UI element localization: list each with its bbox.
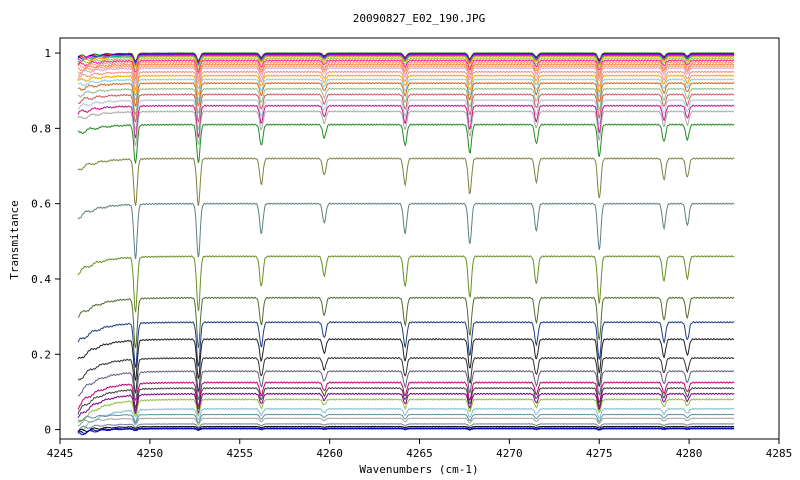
x-tick-label: 4260 [316,447,343,460]
x-tick-label: 4250 [137,447,164,460]
series-line [77,392,735,418]
series-line [77,110,735,147]
series-line [77,74,735,97]
x-axis-title: Wavenumbers (cm-1) [359,463,478,476]
series-line [77,407,735,434]
series-line [77,70,735,92]
x-tick-label: 4285 [766,447,793,460]
series-line [77,255,735,313]
series-line [77,61,735,77]
series-line [77,398,735,424]
series-line [78,356,735,395]
series-line [77,425,735,433]
series-layer [77,52,735,436]
y-tick-label: 0.8 [31,122,51,135]
series-line [77,104,735,139]
series-line [77,87,735,117]
series-line [77,423,735,432]
x-tick-label: 4265 [406,447,433,460]
series-line [77,338,735,381]
series-line [77,428,735,436]
series-line [77,413,735,424]
series-line [77,81,735,108]
y-axis-title: Transmitance [8,200,21,279]
x-tick-label: 4270 [496,447,523,460]
x-tick-label: 4275 [586,447,613,460]
series-line [77,66,735,85]
series-line [78,98,735,131]
y-tick-label: 0 [44,424,51,437]
series-line [77,56,735,68]
series-line [78,63,735,80]
plot-frame [59,37,780,440]
series-line [77,321,735,368]
x-tick-label: 4280 [676,447,703,460]
series-line [77,123,735,165]
series-line [77,202,735,259]
series-line [77,54,735,66]
axis-layer: 4245 4250 4255 4260 4265 4270 4275 4280 4285 0 0.2… [31,47,792,460]
y-tick-label: 1 [44,47,51,60]
series-line [77,381,735,410]
series-line [77,157,735,206]
y-tick-label: 0.6 [31,198,51,211]
y-tick-label: 0.2 [31,348,51,361]
series-line [77,59,735,74]
series-line [77,417,735,427]
series-line [77,296,735,349]
x-tick-label: 4255 [227,447,254,460]
series-line [77,57,735,71]
y-tick-label: 0.4 [31,273,51,286]
chart-title: 20090827_E02_190.JPG [353,12,485,25]
x-tick-label: 4245 [47,447,74,460]
series-line [77,386,735,415]
series-line [77,78,735,102]
series-line [77,370,735,402]
series-line [77,93,735,124]
